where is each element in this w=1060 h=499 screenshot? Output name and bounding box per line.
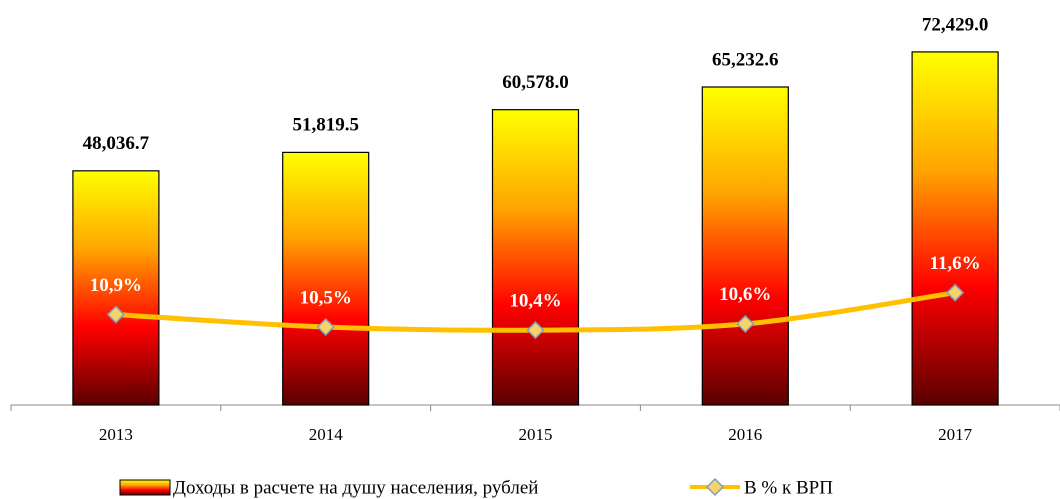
x-tick-label: 2013 [99,425,133,444]
legend-swatch [119,479,171,496]
line-marker [106,305,125,324]
legend-label: Доходы в расчете на душу населения, рубл… [173,477,538,498]
bar-value-label: 48,036.7 [83,133,150,154]
bar [491,109,580,406]
bar-value-label: 72,429.0 [922,14,989,35]
line-marker [526,321,545,340]
x-tick-label: 2014 [309,425,344,444]
x-tick-label: 2017 [938,425,973,444]
legend-label: В % к ВРП [744,477,833,498]
bar [72,170,160,406]
bar [911,51,999,406]
line-value-label: 10,9% [90,275,142,296]
line-value-label: 10,4% [509,290,561,311]
line-value-label: 11,6% [929,253,980,274]
bar [701,86,789,406]
legend-marker [705,477,725,497]
x-tick-label: 2016 [728,425,762,444]
line-marker [946,283,965,302]
bar-value-label: 65,232.6 [712,49,779,70]
line-value-label: 10,5% [300,287,352,308]
bar [282,151,370,406]
bar-value-label: 51,819.5 [292,115,359,136]
x-tick-label: 2015 [519,425,553,444]
bar-value-label: 60,578.0 [502,72,569,93]
line-marker [736,314,755,333]
line-value-label: 10,6% [719,284,771,305]
line-marker [316,317,335,337]
